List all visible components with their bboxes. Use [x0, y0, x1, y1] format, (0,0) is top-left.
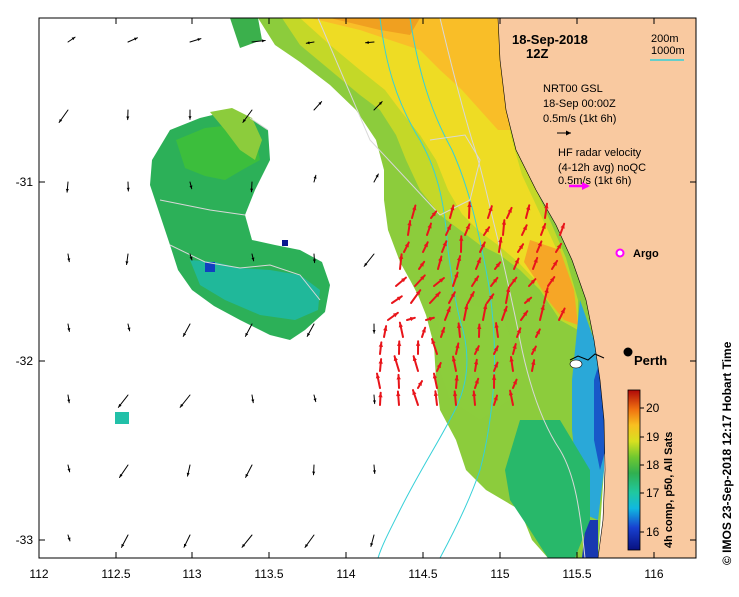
map-title-date: 18-Sep-2018 — [512, 32, 588, 47]
x-tick-label: 114 — [336, 567, 355, 581]
depth-label-200m: 200m — [651, 33, 679, 45]
y-tick-label: -31 — [16, 175, 34, 189]
rottnest-island — [570, 360, 582, 368]
gsl-scale-label: 0.5m/s (1kt 6h) — [543, 113, 616, 125]
x-tick-label: 115 — [490, 567, 509, 581]
colorbar-tick-label: 18 — [646, 458, 660, 472]
x-tick-label: 113.5 — [254, 567, 283, 581]
x-tick-label: 112.5 — [101, 567, 130, 581]
x-tick-label: 114.5 — [408, 567, 437, 581]
colorbar-tick-label: 16 — [646, 525, 660, 539]
x-tick-label: 116 — [644, 567, 663, 581]
hf-title: HF radar velocity — [558, 147, 642, 159]
perth-marker — [624, 348, 633, 357]
colorbar-tick-label: 20 — [646, 401, 660, 415]
hf-subtitle: (4-12h avg) noQC — [558, 162, 646, 174]
imos-credit-label: © IMOS 23-Sep-2018 12:17 Hobart Time — [720, 341, 734, 565]
colorbar-label: 4h comp, p50, All Sats — [663, 432, 675, 548]
perth-label: Perth — [634, 353, 667, 368]
map-title-time: 12Z — [526, 46, 548, 61]
colorbar — [628, 390, 640, 550]
x-tick-label: 115.5 — [562, 567, 591, 581]
x-tick-label: 112 — [29, 567, 48, 581]
depth-label-1000m: 1000m — [651, 45, 685, 57]
argo-float-marker — [617, 250, 624, 257]
argo-label: Argo — [633, 248, 659, 260]
gsl-date: 18-Sep 00:00Z — [543, 98, 616, 110]
x-tick-label: 113 — [182, 567, 201, 581]
colorbar-tick-label: 17 — [646, 486, 660, 500]
y-tick-label: -32 — [16, 354, 34, 368]
colorbar-tick-label: 19 — [646, 430, 660, 444]
gsl-title: NRT00 GSL — [543, 83, 603, 95]
y-tick-label: -33 — [16, 533, 34, 547]
